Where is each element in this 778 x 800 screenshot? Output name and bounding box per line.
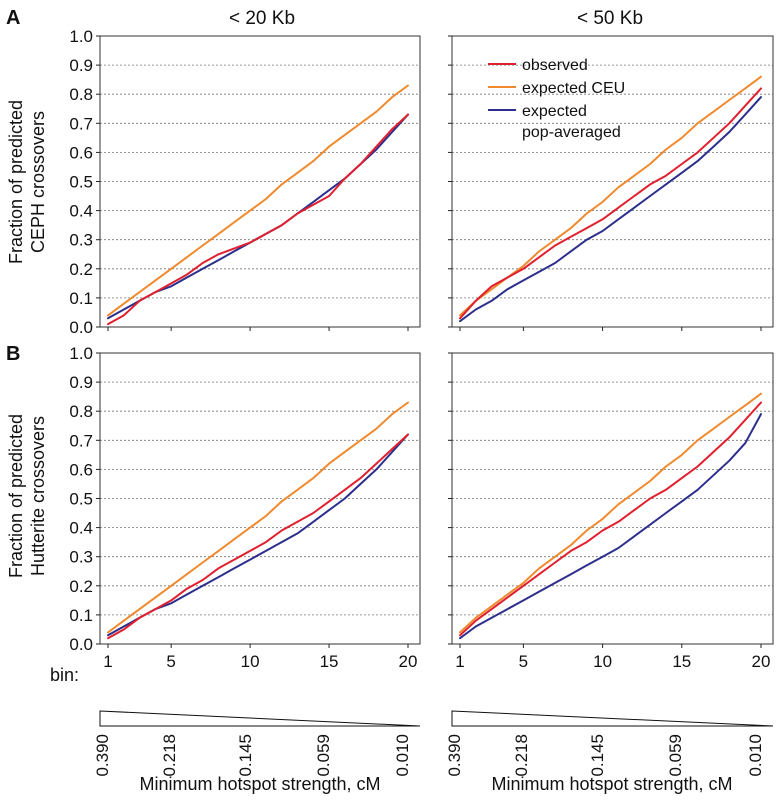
y-tick-label: 0.1: [69, 289, 93, 308]
strength-tick-label-left: 0.145: [236, 734, 255, 777]
x-tick-label: 15: [672, 652, 691, 671]
series-line-expected-pop: [107, 433, 409, 637]
strength-tick-label-right: 0.218: [512, 734, 531, 777]
strength-wedge-right: [451, 710, 774, 727]
series-line-expected-pop: [107, 113, 409, 320]
y-tick-label: 0.4: [69, 202, 93, 221]
y-tick-label: 0.6: [69, 460, 93, 479]
series-line-expected-pop: [459, 96, 762, 323]
ylabel-a-line2: CEPH crossovers: [28, 111, 48, 253]
x-tick-label: 20: [399, 652, 418, 671]
y-tick-label: 1.0: [69, 27, 93, 46]
ylabel-b-line2: Hutterite crossovers: [28, 416, 48, 576]
chart-panels: 0.0 0.1 0.2 0.3 0.4 0.5 0.6 0.7 0.8 0.9 1.0 observe…: [69, 27, 774, 671]
strength-tick-label-left: 0.010: [393, 734, 412, 777]
series-line-expected-ceu: [107, 84, 409, 317]
x-tick-label: 15: [320, 652, 339, 671]
y-tick-label: 0.0: [69, 635, 93, 654]
strength-tick-label-right: 0.010: [746, 734, 765, 777]
x-tick-label: 20: [752, 652, 771, 671]
panel-a-left: 0.0 0.1 0.2 0.3 0.4 0.5 0.6 0.7 0.8 0.9 1.0: [69, 27, 421, 337]
column-title-50kb: < 50 Kb: [577, 8, 643, 29]
y-tick-label: 0.8: [69, 402, 93, 421]
y-tick-label: 0.3: [69, 548, 93, 567]
series-line-observed: [459, 87, 762, 320]
y-tick-label: 0.4: [69, 519, 93, 538]
x-tick-label: 10: [241, 652, 260, 671]
strength-tick-label-right: 0.390: [445, 734, 464, 777]
y-tick-label: 0.3: [69, 231, 93, 250]
series-line-expected-ceu: [459, 392, 762, 634]
x-tick-label: 5: [166, 652, 175, 671]
strength-tick-label-left: 0.059: [314, 734, 333, 777]
y-tick-label: 0.9: [69, 56, 93, 75]
strength-tick-label-left: 0.390: [93, 734, 112, 777]
y-tick-label: 0.5: [69, 490, 93, 509]
y-tick-label: 0.9: [69, 373, 93, 392]
series-line-observed: [459, 401, 762, 637]
y-tick-label: 0.1: [69, 606, 93, 625]
y-tick-label: 0.2: [69, 260, 93, 279]
panel-letter-a: A: [6, 7, 20, 29]
legend-label-expected-pop: pop-averaged: [522, 124, 621, 141]
series-line-observed: [107, 433, 409, 640]
x-tick-label: 1: [103, 652, 112, 671]
panel-letter-b: B: [6, 343, 20, 365]
y-tick-label: 0.8: [69, 85, 93, 104]
xlabel-right: Minimum hotspot strength, cM: [491, 774, 732, 794]
series-line-expected-pop: [459, 413, 762, 640]
xlabel-left: Minimum hotspot strength, cM: [139, 774, 380, 794]
legend-label-observed: observed: [522, 57, 588, 74]
strength-tick-label-right: 0.145: [588, 734, 607, 777]
legend-label-expected-ceu: expected CEU: [522, 80, 625, 97]
x-tick-label: 10: [593, 652, 612, 671]
bin-label: bin:: [50, 665, 79, 685]
y-tick-label: 0.0: [69, 318, 93, 337]
x-tick-label: 1: [455, 652, 464, 671]
strength-wedge-left: [99, 710, 421, 727]
strength-tick-labels: 0.390 0.218 0.145 0.059 0.010 0.390 0.218 0.145…: [93, 734, 765, 777]
strength-tick-label-right: 0.059: [666, 734, 685, 777]
panel-b-right: 1 5 10 15 20: [448, 352, 774, 671]
series-line-expected-ceu: [107, 401, 409, 634]
series-line-observed: [107, 113, 409, 326]
panel-a-right: observed expected CEU expected pop-averaged: [448, 35, 774, 331]
column-title-20kb: < 20 Kb: [229, 8, 295, 29]
y-tick-label: 1.0: [69, 344, 93, 363]
panel-b-left: 0.00.10.20.30.40.50.60.70.80.91.01 5 10 15 2…: [69, 344, 421, 671]
x-tick-label: 5: [519, 652, 528, 671]
y-tick-label: 0.6: [69, 143, 93, 162]
y-tick-label: 0.5: [69, 173, 93, 192]
y-tick-label: 0.2: [69, 577, 93, 596]
strength-tick-label-left: 0.218: [160, 734, 179, 777]
legend: observed expected CEU expected pop-averaged: [488, 57, 625, 141]
ylabel-a-line1: Fraction of predicted: [6, 100, 26, 264]
y-tick-label: 0.7: [69, 431, 93, 450]
ylabel-b-line1: Fraction of predicted: [6, 414, 26, 578]
y-tick-label: 0.7: [69, 114, 93, 133]
legend-label-expected-pop: expected: [522, 103, 587, 120]
